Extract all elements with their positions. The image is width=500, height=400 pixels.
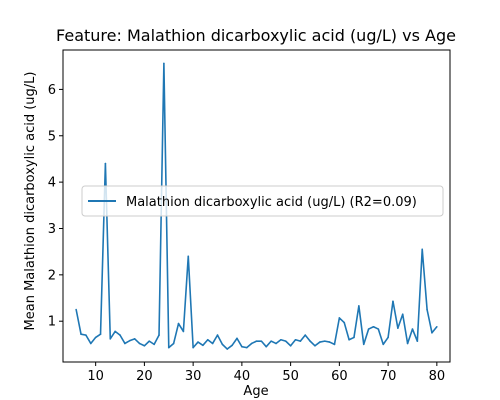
data-point [231, 345, 233, 347]
data-point [153, 344, 155, 346]
y-axis: 1 2 3 4 5 6 [48, 83, 63, 330]
data-point [329, 341, 331, 343]
x-tick-label: 40 [234, 369, 251, 384]
data-point [236, 338, 238, 340]
data-point [114, 331, 116, 333]
data-point [348, 339, 350, 341]
data-point [163, 63, 165, 65]
data-point [75, 309, 77, 311]
data-point [324, 340, 326, 342]
data-point [402, 313, 404, 315]
data-point [105, 163, 107, 165]
data-point [417, 340, 419, 342]
data-point [309, 340, 311, 342]
data-point [295, 339, 297, 341]
data-point [217, 334, 219, 336]
data-point [334, 344, 336, 346]
x-tick-label: 20 [136, 369, 153, 384]
x-tick-label: 80 [429, 369, 446, 384]
data-point [378, 328, 380, 330]
data-point [80, 333, 82, 335]
y-tick-label: 5 [48, 129, 56, 144]
data-point [285, 340, 287, 342]
data-point [222, 344, 224, 346]
data-point [373, 326, 375, 328]
data-point [397, 327, 399, 329]
y-tick-label: 6 [48, 83, 56, 98]
y-tick-label: 3 [48, 222, 56, 237]
x-tick-label: 10 [87, 369, 104, 384]
data-point [343, 322, 345, 324]
data-point [95, 337, 97, 339]
data-point [192, 347, 194, 349]
y-tick-label: 2 [48, 268, 56, 283]
legend-label: Malathion dicarboxylic acid (ug/L) (R2=0… [126, 195, 417, 210]
data-point [407, 343, 409, 345]
data-point [431, 332, 433, 334]
data-point [387, 337, 389, 339]
data-point [124, 343, 126, 345]
data-point [148, 340, 150, 342]
data-point [382, 344, 384, 346]
data-point [100, 333, 102, 335]
data-point [246, 347, 248, 349]
y-axis-title: Mean Malathion dicarboxylic acid (ug/L) [23, 72, 38, 331]
data-point [226, 348, 228, 350]
x-tick-label: 30 [185, 369, 202, 384]
data-point [178, 323, 180, 325]
chart-title: Feature: Malathion dicarboxylic acid (ug… [56, 26, 456, 45]
data-point [421, 249, 423, 251]
data-point [139, 343, 141, 345]
data-point [90, 343, 92, 345]
data-point [363, 344, 365, 346]
x-tick-label: 50 [282, 369, 299, 384]
data-point [85, 334, 87, 336]
data-point [168, 347, 170, 349]
data-point [202, 345, 204, 347]
data-point [304, 334, 306, 336]
data-point [368, 328, 370, 330]
x-axis: 10 20 30 40 50 60 70 80 [87, 362, 445, 384]
data-point [358, 305, 360, 307]
data-point [207, 339, 209, 341]
data-point [412, 328, 414, 330]
data-point [426, 309, 428, 311]
data-point [314, 345, 316, 347]
data-point [134, 338, 136, 340]
data-point [187, 255, 189, 257]
data-point [280, 339, 282, 341]
data-point [265, 346, 267, 348]
data-point [183, 331, 185, 333]
x-tick-label: 60 [331, 369, 348, 384]
data-point [129, 340, 131, 342]
data-point [251, 343, 253, 345]
plot-area: 10 20 30 40 50 60 70 80 1 2 3 4 5 6 [48, 50, 450, 384]
data-point [319, 341, 321, 343]
data-point [197, 341, 199, 343]
data-point [173, 343, 175, 345]
y-tick-label: 4 [48, 176, 56, 191]
data-point [270, 340, 272, 342]
data-point [339, 317, 341, 319]
x-tick-label: 70 [380, 369, 397, 384]
data-point [290, 345, 292, 347]
data-point [261, 340, 263, 342]
data-point [144, 345, 146, 347]
y-tick-label: 1 [48, 315, 56, 330]
data-point [119, 334, 121, 336]
data-point [158, 334, 160, 336]
data-point [436, 326, 438, 328]
data-point [353, 337, 355, 339]
data-point [241, 346, 243, 348]
data-point [300, 340, 302, 342]
data-point [212, 343, 214, 345]
data-point [109, 338, 111, 340]
data-point [256, 340, 258, 342]
data-point [392, 300, 394, 302]
x-axis-title: Age [243, 384, 268, 399]
legend: Malathion dicarboxylic acid (ug/L) (R2=0… [82, 186, 443, 216]
data-point [275, 343, 277, 345]
